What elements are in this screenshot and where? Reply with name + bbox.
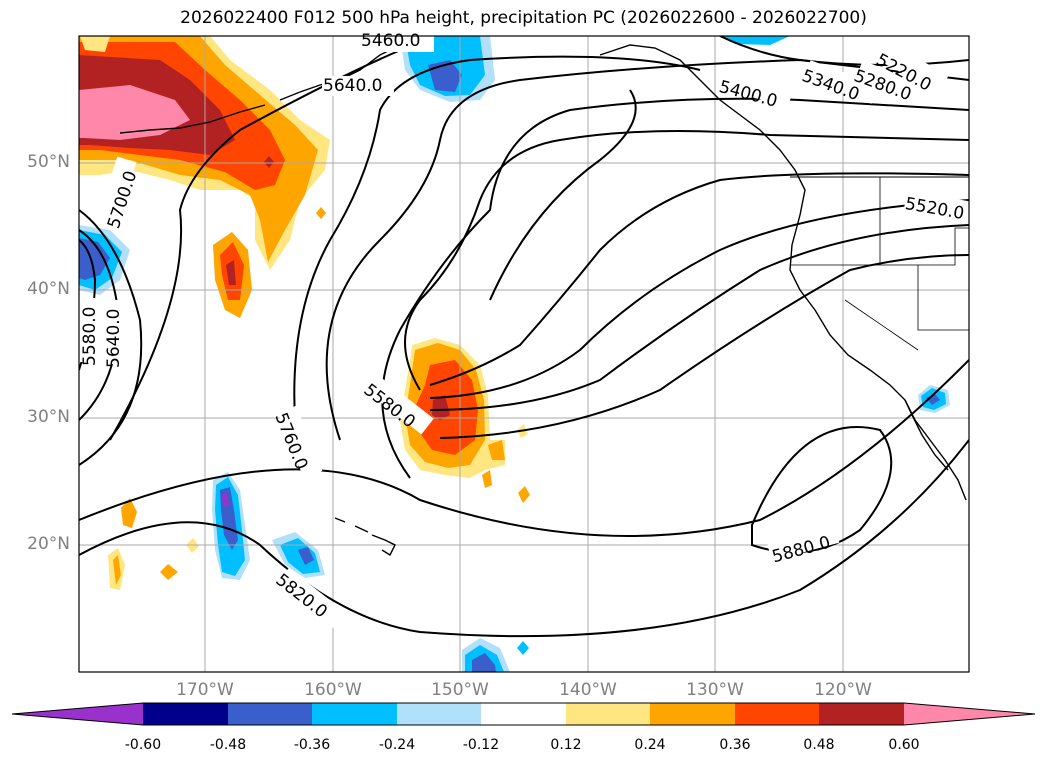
lon-label: 120°W — [814, 680, 872, 700]
colorbar-tick: 0.48 — [803, 737, 835, 753]
lat-label: 30°N — [27, 407, 70, 427]
graticule — [79, 36, 969, 672]
contour-label: 5580.0 — [80, 306, 100, 366]
lon-label: 160°W — [304, 680, 362, 700]
precip-positive — [79, 36, 530, 590]
colorbar-swatch — [397, 703, 481, 725]
precip-negative-area — [472, 653, 496, 672]
precip-negative-area — [926, 394, 940, 405]
colorbar-swatch — [819, 703, 904, 725]
lon-label: 150°W — [431, 680, 489, 700]
colorbar-swatch — [143, 703, 228, 725]
lon-label: 130°W — [686, 680, 744, 700]
contour-line — [325, 58, 969, 441]
colorbar-swatch — [481, 703, 566, 725]
coastline-north-america — [599, 44, 967, 501]
plot-title: 2026022400 F012 500 hPa height, precipit… — [180, 8, 867, 28]
precip-negative-area — [222, 493, 229, 507]
contour-line — [439, 254, 969, 439]
lat-label: 50°N — [27, 152, 70, 172]
precip-positive-area — [488, 440, 505, 460]
colorbar-tick: 0.36 — [719, 737, 751, 753]
contour-line — [429, 172, 969, 386]
colorbar-outline — [11, 702, 1036, 726]
colorbar-swatch — [312, 703, 397, 725]
lat-label: 40°N — [27, 279, 70, 299]
colorbar-swatch — [735, 703, 819, 725]
precip-positive-area — [226, 260, 236, 285]
colorbar-tick: -0.36 — [293, 737, 331, 753]
precip-positive-area — [432, 395, 450, 420]
island-hawaii — [334, 517, 396, 557]
colorbar-tick: 0.12 — [550, 737, 582, 753]
lon-label: 140°W — [559, 680, 617, 700]
state-borders — [790, 177, 969, 351]
precip-positive-area — [79, 85, 190, 140]
precip-positive-area — [518, 486, 530, 503]
contour-label: 5640.0 — [323, 76, 383, 96]
precip-negative-area — [517, 641, 529, 655]
contour-line — [429, 224, 969, 411]
contour-line — [79, 359, 969, 537]
colorbar-tick: 0.60 — [888, 737, 920, 753]
lon-label: 170°W — [176, 680, 234, 700]
precip-positive-area — [160, 564, 178, 580]
colorbar-swatch — [228, 703, 312, 725]
precip-positive-area — [482, 470, 492, 488]
contour-line — [79, 439, 969, 638]
contour-line — [381, 97, 969, 479]
colorbar-swatch — [566, 703, 650, 725]
height-contours — [79, 36, 969, 638]
contour-line — [404, 130, 969, 391]
precip-negative-area — [280, 538, 320, 574]
precip-positive-area — [113, 555, 121, 585]
lat-label: 20°N — [27, 534, 70, 554]
coastline-aleutians — [119, 104, 266, 134]
colorbar-extend-high — [904, 703, 1035, 725]
contour-label: 5640.0 — [104, 308, 124, 368]
contour-line — [109, 41, 421, 441]
colorbar — [11, 702, 1036, 726]
colorbar-swatch — [650, 703, 735, 725]
colorbar-tick: -0.60 — [124, 737, 162, 753]
colorbar-tick: -0.12 — [462, 737, 500, 753]
contour-label: 5460.0 — [361, 31, 421, 51]
colorbar-tick: -0.48 — [209, 737, 247, 753]
precip-positive-area — [264, 156, 274, 168]
precip-positive-area — [121, 498, 137, 528]
contour-line — [489, 89, 637, 301]
precip-positive-area — [316, 207, 326, 219]
map-frame — [78, 35, 970, 673]
colorbar-tick: 0.24 — [634, 737, 666, 753]
contour-line — [429, 199, 969, 399]
contour-label-backgrounds — [80, 36, 969, 629]
coastline-baja — [904, 399, 949, 471]
map-frame-content — [79, 36, 969, 672]
contour-line — [293, 55, 701, 471]
colorbar-extend-low — [12, 703, 143, 725]
colorbar-tick: -0.24 — [378, 737, 416, 753]
precip-negative-area — [298, 547, 314, 565]
precip-positive-area — [80, 36, 110, 52]
